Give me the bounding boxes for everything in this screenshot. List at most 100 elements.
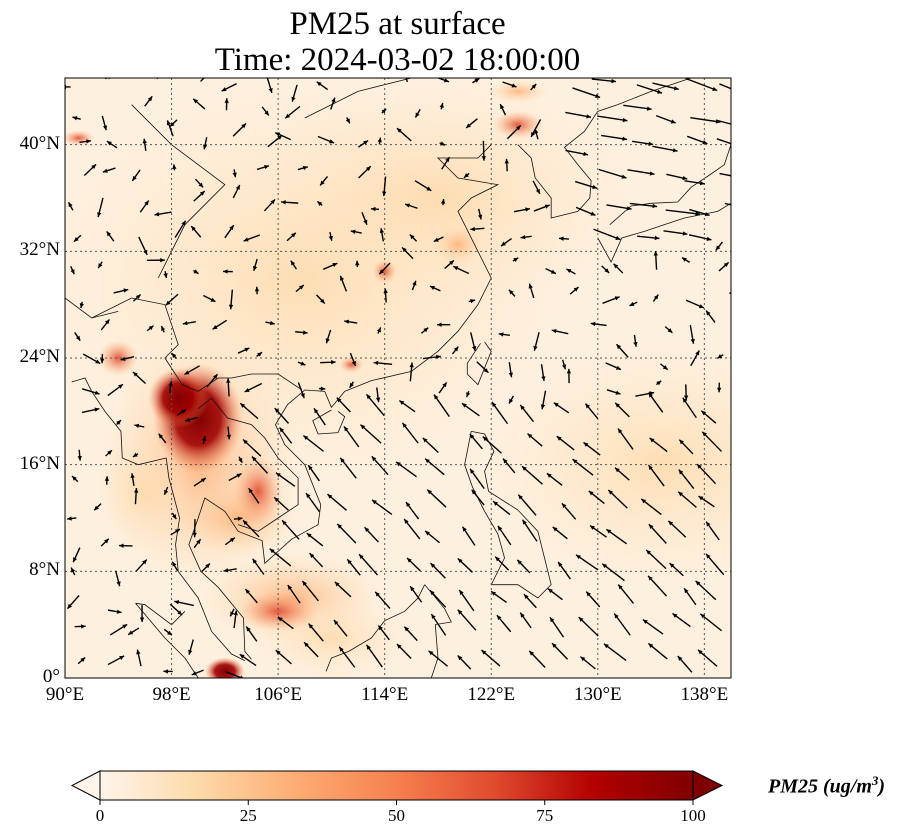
wind-arrow (358, 553, 379, 576)
wind-arrow (339, 275, 348, 292)
wind-arrow (377, 137, 382, 145)
wind-arrow (574, 180, 598, 190)
wind-arrow (629, 301, 638, 307)
wind-arrow (350, 229, 362, 234)
wind-arrow (719, 83, 731, 90)
wind-arrow (106, 140, 118, 149)
wind-arrow (629, 202, 658, 209)
map-frame (64, 77, 732, 679)
wind-arrow (632, 140, 654, 146)
wind-arrow (715, 119, 731, 125)
pm25-concentration-area (487, 79, 548, 104)
wind-arrow (274, 407, 290, 424)
wind-arrow (67, 516, 77, 521)
wind-arrow (224, 98, 229, 111)
wind-arrow (315, 294, 326, 304)
pm25-concentration-area (372, 259, 397, 284)
wind-arrow (275, 649, 292, 665)
wind-arrow (652, 82, 679, 91)
wind-arrow (274, 132, 291, 141)
wind-arrow (79, 301, 84, 309)
wind-arrow (375, 387, 381, 403)
wind-arrow (705, 521, 720, 541)
wind-arrow (140, 66, 146, 74)
wind-arrow (655, 114, 676, 124)
wind-arrow (677, 655, 693, 673)
wind-arrow (637, 235, 660, 241)
wind-arrow (114, 570, 121, 587)
wind-arrow (472, 78, 480, 84)
wind-arrow (232, 169, 237, 178)
wind-arrow (265, 320, 275, 326)
wind-arrow (718, 261, 730, 272)
wind-arrow (174, 600, 194, 607)
pm25-concentration-area (204, 657, 245, 678)
wind-arrow (716, 354, 724, 359)
wind-arrow (458, 589, 475, 612)
wind-arrow (686, 135, 708, 145)
wind-arrow (328, 231, 333, 241)
wind-arrow (287, 584, 301, 604)
y-tick-label: 0° (42, 666, 60, 687)
wind-arrow (463, 172, 470, 179)
coastline (65, 297, 119, 319)
wind-arrow (401, 246, 414, 260)
x-tick-label: 130°E (573, 684, 622, 705)
wind-arrow (636, 84, 663, 94)
wind-arrow (322, 262, 338, 270)
wind-arrow (291, 84, 298, 102)
wind-arrow (645, 549, 667, 570)
wind-arrow (508, 395, 515, 405)
colorbar-min-extend (70, 770, 101, 801)
wind-arrow (277, 616, 294, 630)
wind-arrow (212, 319, 228, 330)
y-tick-label: 8°N (29, 559, 60, 581)
wind-arrow (174, 220, 187, 238)
wind-arrow (575, 554, 599, 571)
wind-arrow (73, 234, 82, 243)
x-tick-label: 90°E (45, 684, 85, 705)
wind-arrow (301, 580, 319, 602)
wind-arrow (606, 204, 632, 211)
wind-arrow (100, 538, 110, 547)
wind-arrow (672, 612, 691, 628)
wind-arrow (700, 410, 717, 424)
wind-arrow (194, 178, 204, 188)
wind-arrow (652, 294, 659, 302)
wind-arrow (233, 610, 238, 629)
colorbar-tick-label: 50 (388, 806, 405, 825)
wind-arrow (127, 627, 140, 636)
wind-arrow (398, 399, 416, 413)
wind-arrow (690, 350, 700, 367)
wind-arrow (635, 391, 655, 397)
wind-arrow (569, 286, 579, 295)
wind-arrow (120, 356, 135, 361)
wind-arrow (171, 512, 177, 520)
wind-arrow (719, 172, 731, 177)
wind-arrow (482, 436, 502, 454)
wind-arrow (406, 557, 421, 572)
wind-arrow (566, 268, 576, 275)
wind-arrow (470, 332, 477, 352)
wind-arrow (279, 427, 293, 444)
wind-arrow (163, 271, 168, 279)
wind-arrow (552, 526, 568, 540)
wind-arrow (256, 351, 263, 357)
wind-arrow (521, 519, 538, 542)
wind-arrow (396, 127, 412, 142)
wind-arrow (239, 653, 257, 667)
wind-arrow (623, 104, 652, 111)
wind-arrow (603, 643, 627, 661)
wind-arrow (232, 184, 241, 199)
wind-arrow (401, 422, 419, 444)
wind-arrow (182, 320, 196, 326)
wind-arrow (469, 433, 483, 450)
wind-arrow (598, 168, 627, 179)
wind-arrow (348, 70, 360, 75)
wind-arrow (593, 228, 621, 241)
wind-arrow (422, 437, 439, 454)
wind-arrow (134, 423, 145, 429)
coastline (312, 409, 346, 435)
wind-arrow (297, 165, 308, 171)
coastline (304, 78, 412, 119)
